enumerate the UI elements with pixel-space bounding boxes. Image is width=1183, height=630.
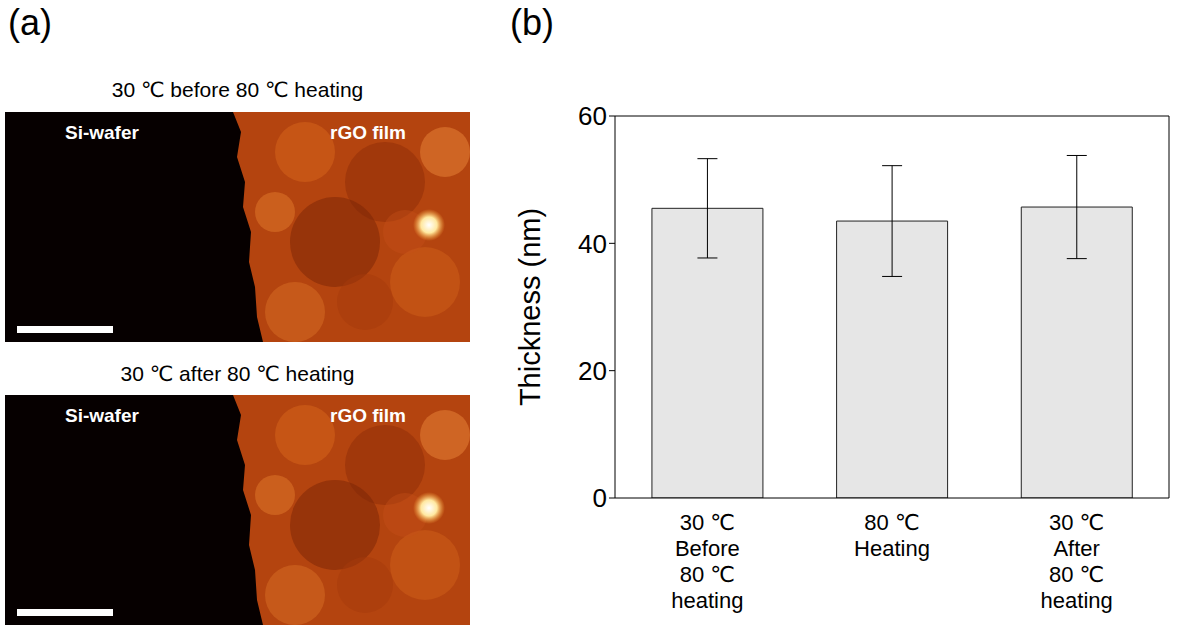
- svg-text:heating: heating: [1041, 588, 1113, 613]
- svg-text:80 ℃: 80 ℃: [680, 562, 735, 587]
- html-text:(a): (a): [8, 2, 52, 43]
- svg-text:30 ℃: 30 ℃: [1049, 510, 1104, 535]
- svg-text:Heating: Heating: [854, 536, 930, 561]
- svg-text:rGO film: rGO film: [330, 122, 406, 143]
- svg-text:Before: Before: [675, 536, 740, 561]
- svg-text:Si-wafer: Si-wafer: [65, 405, 140, 426]
- svg-text:heating: heating: [671, 588, 743, 613]
- svg-text:80 ℃: 80 ℃: [1049, 562, 1104, 587]
- svg-text:rGO film: rGO film: [330, 405, 406, 426]
- html-text:30 ℃ after 80 ℃ heating: 30 ℃ after 80 ℃ heating: [120, 362, 355, 385]
- svg-text:0: 0: [593, 483, 607, 513]
- svg-text:30 ℃: 30 ℃: [680, 510, 735, 535]
- html-text:(b): (b): [510, 2, 554, 43]
- svg-text:After: After: [1053, 536, 1099, 561]
- svg-text:Thickness (nm): Thickness (nm): [514, 208, 546, 406]
- svg-text:Si-wafer: Si-wafer: [65, 122, 140, 143]
- svg-text:60: 60: [578, 101, 607, 131]
- html-text:30 ℃ before 80 ℃ heating: 30 ℃ before 80 ℃ heating: [111, 78, 364, 101]
- svg-text:20: 20: [578, 356, 607, 386]
- svg-text:40: 40: [578, 229, 607, 259]
- svg-text:80 ℃: 80 ℃: [864, 510, 919, 535]
